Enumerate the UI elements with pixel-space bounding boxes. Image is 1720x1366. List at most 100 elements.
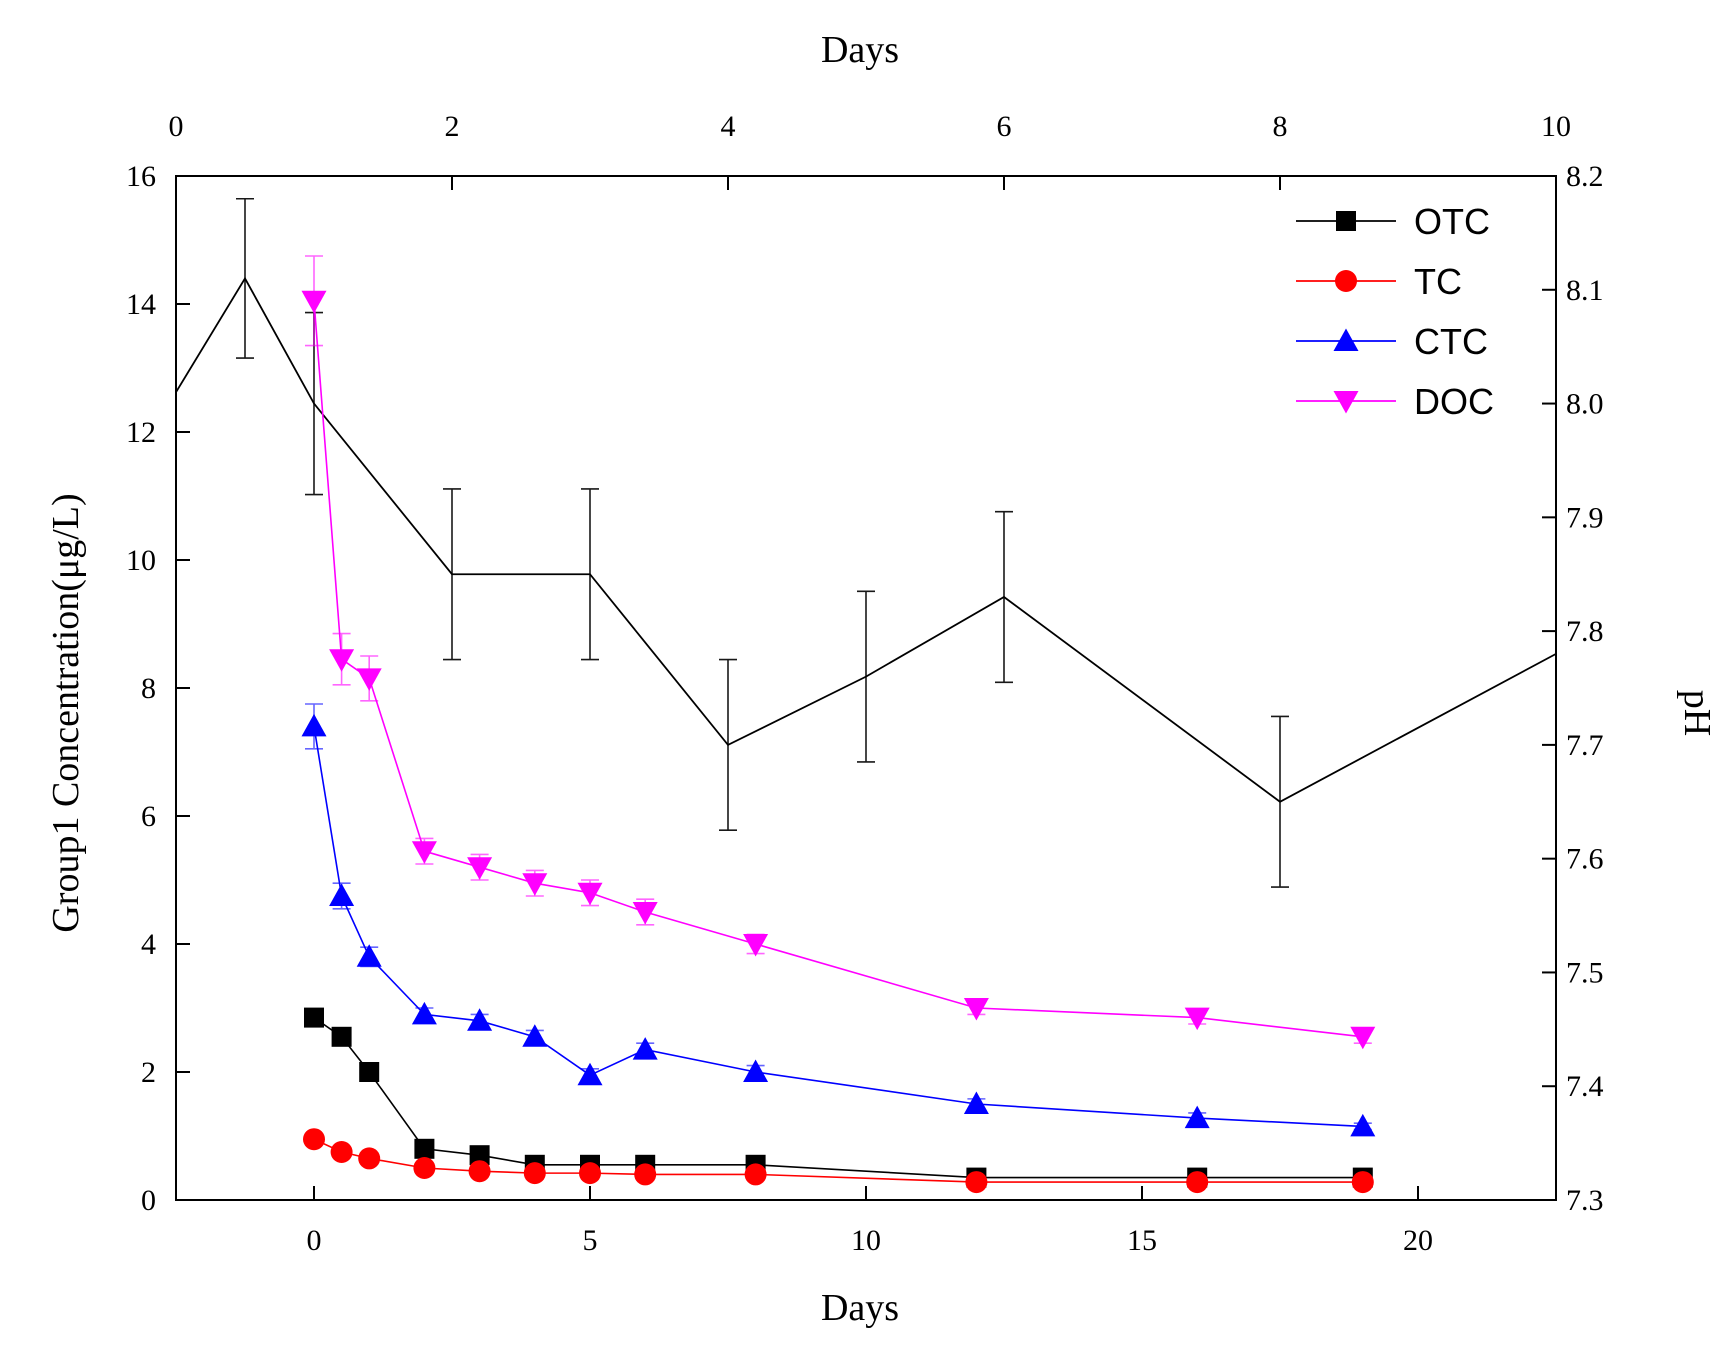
y-right-tick-label: 7.3	[1566, 1184, 1604, 1217]
error-bar	[1271, 715, 1289, 888]
data-point-ctc	[467, 1008, 493, 1031]
data-point-doc	[963, 998, 989, 1021]
legend-marker	[1335, 270, 1357, 292]
series-layer	[175, 197, 1557, 1194]
y-left-tick-label: 0	[141, 1184, 156, 1217]
data-point-otc	[414, 1138, 435, 1159]
y-left-tick-label: 16	[126, 160, 156, 193]
data-point-doc	[743, 934, 769, 957]
error-bar	[857, 590, 875, 763]
y-right-tick-label: 7.7	[1566, 729, 1604, 762]
y-axis-title-left: Group1 Concentration(μg/L)	[45, 493, 87, 932]
legend-marker	[1333, 328, 1359, 351]
legend-item-otc: OTC	[1296, 201, 1490, 242]
series-line-ph	[175, 276, 1557, 803]
y-left-tick-label: 2	[141, 1056, 156, 1089]
data-point-tc	[634, 1163, 657, 1186]
y-left-tick-label: 12	[126, 416, 156, 449]
x-bottom-tick-label: 0	[307, 1224, 322, 1257]
y-right-tick-label: 8.0	[1566, 388, 1604, 421]
data-point-ctc	[1350, 1113, 1376, 1137]
data-point-otc	[304, 1007, 324, 1028]
x-top-tick-label: 2	[445, 110, 460, 143]
y-left-tick-label: 14	[126, 288, 156, 321]
y-right-tick-label: 7.9	[1566, 501, 1604, 534]
data-point-doc	[411, 841, 437, 864]
data-point-tc	[468, 1160, 491, 1183]
data-point-ctc	[301, 713, 327, 737]
data-point-doc	[522, 873, 548, 896]
y-right-tick-label: 7.5	[1566, 956, 1604, 989]
legend-item-ctc: CTC	[1296, 321, 1488, 362]
series-line-ctc	[313, 726, 1363, 1128]
data-point-ctc	[577, 1062, 603, 1086]
legend-item-doc: DOC	[1296, 381, 1494, 422]
x-axis-title-top: Days	[821, 29, 899, 71]
series-line-doc	[313, 300, 1363, 1038]
data-point-tc	[1186, 1171, 1209, 1194]
data-point-tc	[1351, 1171, 1374, 1194]
legend-marker	[1336, 211, 1356, 231]
data-point-doc	[577, 882, 603, 906]
error-bar	[719, 658, 737, 832]
series-tc	[303, 1128, 1374, 1194]
y-axis-title-right: pH	[1676, 690, 1718, 736]
legend-label: OTC	[1414, 201, 1490, 242]
data-point-ctc	[632, 1037, 658, 1060]
series-otc	[304, 1007, 1373, 1188]
y-left-tick-label: 6	[141, 800, 156, 833]
legend-marker	[1333, 391, 1359, 414]
data-point-ctc	[1184, 1105, 1210, 1129]
legend-item-tc: TC	[1296, 261, 1462, 302]
error-bar	[995, 510, 1013, 684]
x-top-tick-label: 6	[997, 110, 1012, 143]
y-right-tick-label: 7.8	[1566, 615, 1604, 648]
data-point-ctc	[356, 944, 382, 967]
data-point-doc	[356, 668, 382, 691]
data-point-tc	[330, 1141, 353, 1163]
y-left-tick-label: 8	[141, 672, 156, 705]
x-bottom-tick-label: 5	[583, 1224, 598, 1257]
data-point-otc	[469, 1145, 490, 1166]
data-point-ctc	[963, 1091, 989, 1114]
data-point-tc	[744, 1163, 767, 1186]
y-right-tick-label: 7.4	[1566, 1070, 1604, 1103]
legend: OTC TC CTC DOC	[1296, 201, 1494, 422]
data-point-tc	[965, 1171, 988, 1194]
data-point-doc	[1350, 1026, 1376, 1050]
x-bottom-tick-label: 20	[1403, 1224, 1433, 1257]
x-bottom-tick-label: 10	[851, 1224, 881, 1257]
y-left-tick-label: 4	[141, 928, 156, 961]
data-point-tc	[358, 1147, 381, 1170]
data-point-doc	[329, 649, 355, 672]
data-point-tc	[523, 1162, 546, 1185]
x-top-tick-label: 0	[169, 110, 184, 143]
legend-label: CTC	[1414, 321, 1488, 362]
x-top-tick-label: 4	[721, 110, 736, 143]
data-point-ctc	[329, 883, 355, 906]
error-bar	[443, 488, 461, 661]
legend-label: DOC	[1414, 381, 1494, 422]
error-bar	[581, 488, 599, 661]
data-point-otc	[331, 1026, 352, 1047]
data-point-doc	[1184, 1007, 1210, 1031]
y-right-tick-label: 8.1	[1566, 274, 1604, 307]
data-point-doc	[467, 857, 493, 880]
x-top-tick-label: 10	[1541, 110, 1571, 143]
data-point-ctc	[743, 1059, 769, 1082]
series-ph	[175, 197, 1557, 888]
axes-ticks: 0 5 10 15 20 0 2 4 6 8 10 0 2 4 6 8 10 12 14 16 7.3 7.4 7.5 7.6…	[126, 110, 1604, 1257]
series-doc	[301, 255, 1376, 1050]
legend-label: TC	[1414, 261, 1462, 302]
data-point-tc	[303, 1128, 325, 1151]
series-ctc	[301, 703, 1376, 1137]
data-point-ctc	[522, 1024, 548, 1047]
error-bar	[236, 197, 254, 359]
data-point-tc	[413, 1157, 436, 1179]
data-point-ctc	[411, 1001, 437, 1025]
x-top-tick-label: 8	[1273, 110, 1288, 143]
data-point-otc	[359, 1062, 380, 1082]
data-point-doc	[632, 902, 658, 925]
x-axis-title-bottom: Days	[821, 1287, 899, 1329]
